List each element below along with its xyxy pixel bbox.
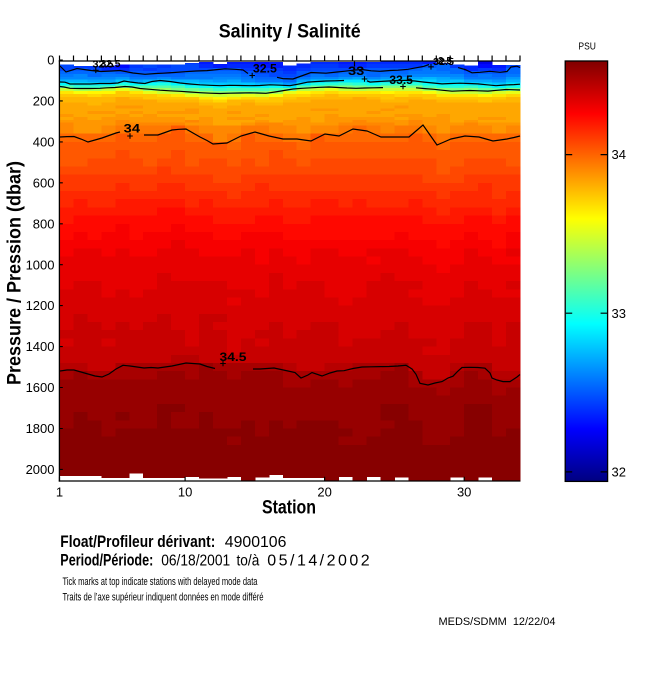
- svg-text:Pressure / Pression (dbar): Pressure / Pression (dbar): [5, 161, 26, 385]
- svg-text:Traits de l’axe supérieur indi: Traits de l’axe supérieur indiquent donn…: [63, 592, 264, 604]
- svg-text:30: 30: [457, 485, 471, 500]
- svg-text:PSU: PSU: [578, 42, 596, 53]
- svg-text:1000: 1000: [26, 257, 55, 272]
- svg-text:32.5: 32.5: [93, 60, 114, 71]
- svg-text:200: 200: [33, 94, 55, 109]
- svg-text:Salinity / Salinité: Salinity / Salinité: [219, 21, 361, 43]
- svg-text:33: 33: [612, 306, 626, 321]
- svg-text:06/18/2001: 06/18/2001: [161, 553, 230, 570]
- svg-text:10: 10: [178, 485, 192, 500]
- svg-text:32.5: 32.5: [433, 57, 454, 68]
- svg-text:4900106: 4900106: [225, 534, 287, 551]
- svg-text:2.5: 2.5: [438, 56, 452, 67]
- svg-text:Period/Période:: Period/Période:: [60, 551, 153, 570]
- svg-text:1800: 1800: [26, 421, 55, 436]
- svg-text:34: 34: [612, 147, 626, 162]
- svg-text:Tick marks at top indicate sta: Tick marks at top indicate stations with…: [63, 576, 259, 588]
- svg-text:800: 800: [33, 216, 55, 231]
- svg-text:20: 20: [317, 485, 331, 500]
- svg-text:32.5: 32.5: [101, 59, 121, 70]
- svg-text:to/à: to/à: [237, 553, 260, 570]
- svg-text:MEDS/SDMM 12/22/04: MEDS/SDMM 12/22/04: [439, 616, 556, 628]
- svg-text:0: 0: [47, 53, 54, 68]
- svg-text:1200: 1200: [26, 298, 55, 313]
- svg-text:2000: 2000: [26, 462, 55, 477]
- svg-text:Float/Profileur dérivant:: Float/Profileur dérivant:: [60, 532, 215, 551]
- svg-text:34: 34: [124, 123, 141, 135]
- svg-text:1: 1: [56, 485, 63, 500]
- svg-text:Station: Station: [262, 497, 316, 518]
- svg-text:1400: 1400: [26, 339, 55, 354]
- svg-text:34.5: 34.5: [220, 352, 248, 364]
- svg-text:1600: 1600: [26, 380, 55, 395]
- svg-text:400: 400: [33, 135, 55, 150]
- svg-text:32.5: 32.5: [253, 64, 278, 76]
- svg-text:600: 600: [33, 175, 55, 190]
- svg-text:32: 32: [612, 465, 626, 480]
- svg-text:33: 33: [348, 66, 364, 78]
- svg-text:33.5: 33.5: [389, 75, 413, 87]
